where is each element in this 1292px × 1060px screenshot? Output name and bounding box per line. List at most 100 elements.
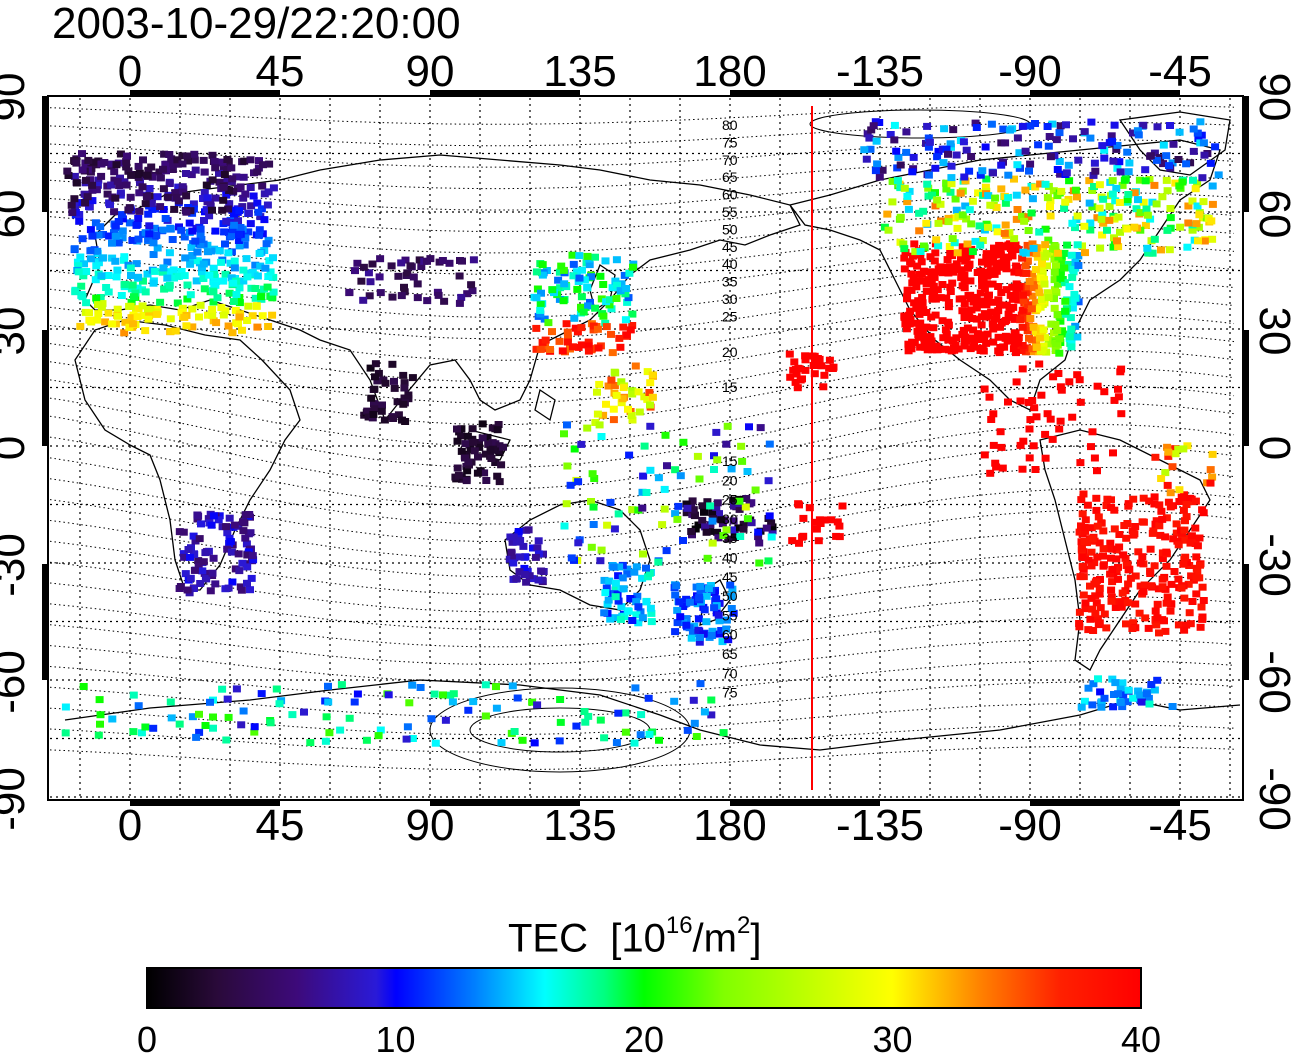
tec-cell (182, 322, 191, 330)
tec-cell (944, 346, 953, 354)
tec-cell (632, 598, 641, 606)
tec-cell (525, 572, 534, 580)
tec-cell (1107, 132, 1116, 140)
tec-cell (1050, 268, 1059, 276)
tec-cell (931, 164, 940, 172)
tec-cell (591, 253, 599, 261)
tec-cell (958, 282, 967, 290)
tec-cell (306, 739, 315, 747)
colorbar-tick: 10 (375, 1019, 416, 1060)
tec-cell (215, 178, 224, 186)
tec-cell (1024, 213, 1033, 221)
tec-cell (98, 254, 107, 262)
tec-cell (1124, 168, 1133, 176)
tec-cell (764, 477, 773, 485)
tec-cell (1054, 253, 1063, 261)
tec-cell (206, 587, 215, 595)
tec-cell (1056, 122, 1065, 130)
tec-cell (1099, 552, 1107, 560)
tec-cell (1094, 675, 1102, 683)
tec-cell (97, 172, 106, 180)
tec-cell (1031, 299, 1040, 306)
tec-cell (695, 593, 704, 601)
tec-cell (96, 223, 105, 231)
tec-cell (1016, 316, 1025, 324)
tec-cell (1077, 703, 1086, 711)
tec-cell (403, 723, 412, 731)
tec-cell (175, 720, 184, 728)
tec-cell (76, 322, 85, 330)
tec-cell (367, 394, 376, 402)
tec-cell (1166, 214, 1175, 222)
tec-cell (1074, 262, 1083, 269)
tec-cell (227, 164, 236, 172)
tec-cell (689, 696, 698, 704)
tec-cell (756, 424, 765, 432)
tec-cell (647, 618, 656, 626)
tec-cell (1019, 291, 1027, 299)
tec-cell (717, 516, 726, 524)
tec-cell (919, 207, 928, 215)
tec-cell (918, 307, 926, 315)
tec-cell (190, 150, 199, 158)
tec-cell (1067, 251, 1076, 259)
tec-cell (1025, 278, 1034, 285)
tec-cell (129, 728, 138, 736)
contour-label: 65 (722, 646, 738, 662)
tec-cell (166, 328, 175, 336)
tec-cell (1129, 619, 1138, 627)
tec-cell (569, 260, 578, 268)
contour-label: 80 (722, 117, 738, 133)
tec-cell (957, 254, 965, 262)
tec-cell (629, 263, 637, 271)
tec-cell (838, 502, 847, 510)
tec-cell (150, 267, 159, 275)
tec-cell (1189, 176, 1197, 184)
tec-cell (1199, 198, 1208, 206)
tec-cell (75, 217, 84, 225)
tec-cell (189, 585, 198, 592)
tec-cell (614, 510, 623, 518)
tec-cell (907, 270, 916, 278)
tec-cell (738, 457, 747, 465)
tec-cell (122, 163, 131, 171)
tec-cell (258, 312, 267, 320)
tec-cell (1012, 349, 1020, 357)
tec-cell (104, 288, 113, 296)
tec-cell (359, 263, 368, 271)
tec-cell (1193, 129, 1202, 137)
tec-cell (224, 322, 233, 330)
tec-cell (1006, 291, 1015, 299)
tec-cell (209, 713, 217, 721)
tec-cell (1043, 410, 1052, 418)
tec-cell (1053, 192, 1062, 200)
tec-cell (243, 579, 251, 587)
tec-cell (1099, 195, 1108, 203)
tec-cell (708, 509, 717, 517)
tec-cell (208, 206, 216, 214)
tec-cell (739, 525, 748, 533)
lon-tick-bottom: -90 (998, 801, 1062, 850)
contour-line (49, 192, 1235, 232)
tec-cell (156, 174, 165, 182)
tec-cell (938, 269, 947, 277)
tec-cell (627, 412, 636, 419)
tec-cell (574, 539, 583, 547)
tec-cell (548, 328, 556, 336)
tec-cell (1066, 314, 1075, 322)
tec-cell (402, 735, 411, 743)
tec-cell (1105, 202, 1114, 210)
tec-cell (254, 208, 263, 216)
tec-cell (646, 422, 655, 430)
tec-cell (611, 585, 620, 593)
tec-cell (634, 619, 643, 627)
tec-cell (1107, 496, 1115, 504)
tec-cell (1134, 196, 1142, 204)
tec-cell (1155, 522, 1164, 530)
lon-tick-top: 0 (117, 47, 143, 96)
tec-cell (555, 337, 564, 345)
tec-cell (1175, 182, 1184, 190)
tec-cell (107, 160, 116, 168)
tec-cell (634, 603, 643, 611)
contour-line (49, 509, 1235, 578)
